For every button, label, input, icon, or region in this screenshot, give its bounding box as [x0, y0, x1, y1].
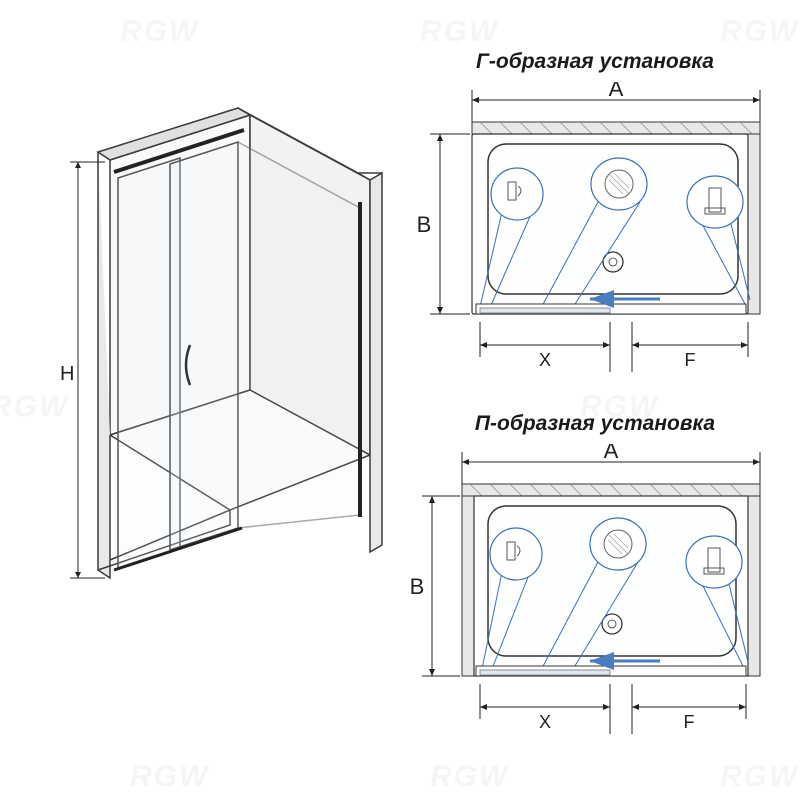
- dim-label-x: X: [539, 350, 551, 370]
- dim-label-f: F: [684, 712, 695, 732]
- dim-label-h: H: [60, 363, 74, 385]
- plan-bottom-title: П-образная установка: [410, 412, 780, 436]
- plan-top-title: Г-образная установка: [410, 50, 780, 74]
- isometric-view: H: [30, 90, 390, 590]
- dim-label-f: F: [685, 350, 696, 370]
- plan-view-p-shape: A B: [410, 444, 780, 754]
- dim-label-a: A: [604, 444, 619, 463]
- dim-label-b: B: [417, 212, 432, 237]
- diagram-container: RGW RGW RGW RGW RGW RGW RGW RGW RGW: [0, 0, 800, 800]
- watermark: RGW: [120, 15, 199, 49]
- dim-label-b: B: [410, 574, 424, 599]
- plan-views-column: Г-образная установка: [410, 50, 780, 774]
- dim-label-x: X: [539, 712, 551, 732]
- dim-label-a: A: [609, 82, 624, 101]
- plan-view-g-shape: A B: [410, 82, 780, 392]
- watermark: RGW: [130, 760, 209, 794]
- watermark: RGW: [420, 15, 499, 49]
- watermark: RGW: [720, 15, 799, 49]
